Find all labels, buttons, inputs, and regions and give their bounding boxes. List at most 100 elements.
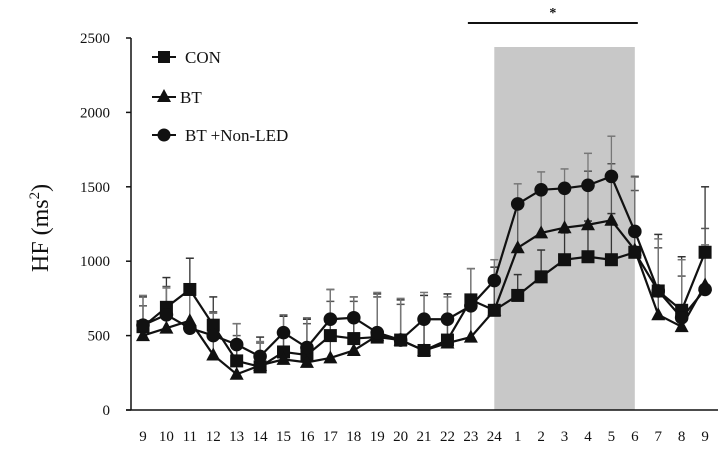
data-point-triangle	[159, 320, 174, 334]
data-point-square	[206, 318, 220, 332]
legend-label-con: CON	[185, 48, 221, 67]
data-point-triangle	[440, 335, 455, 349]
legend-label-bt-non-led: BT +Non-LED	[185, 126, 288, 145]
data-point-triangle	[487, 302, 502, 316]
data-point-circle	[229, 337, 244, 352]
legend: CON BT BT +Non-LED	[152, 48, 288, 145]
x-tick-label: 14	[253, 429, 269, 445]
y-axis-label-close: )	[28, 184, 54, 192]
x-tick-label: 2	[537, 429, 545, 445]
data-point-circle	[346, 310, 361, 325]
significance-asterisk: *	[549, 6, 556, 21]
data-point-circle	[698, 282, 712, 297]
data-point-circle	[417, 312, 431, 327]
y-axis-label-main: HF (ms	[28, 199, 54, 272]
data-point-square	[323, 329, 337, 343]
data-point-circle	[370, 325, 385, 340]
x-tick-label: 3	[561, 429, 569, 445]
y-tick-label: 2000	[80, 105, 110, 121]
x-tick-label: 15	[276, 429, 291, 445]
legend-item-con: CON	[152, 48, 221, 67]
data-point-triangle	[276, 351, 291, 365]
x-tick-label: 19	[370, 429, 385, 445]
error-bars	[139, 135, 710, 375]
y-tick-label: 2500	[80, 31, 110, 47]
data-point-circle	[487, 273, 502, 288]
data-point-triangle	[604, 212, 619, 226]
x-tick-label: 6	[631, 429, 639, 445]
x-tick-label: 16	[299, 429, 315, 445]
y-tick-label: 1500	[80, 180, 110, 196]
data-point-square	[347, 332, 361, 346]
x-tick-label: 24	[487, 429, 503, 445]
data-point-triangle	[651, 307, 666, 321]
x-tick-label: 17	[323, 429, 339, 445]
data-point-triangle	[206, 347, 221, 361]
data-point-triangle	[463, 329, 478, 343]
data-point-square	[534, 270, 548, 284]
x-tick-label: 10	[159, 429, 174, 445]
data-point-triangle	[136, 328, 150, 342]
data-point-square	[604, 253, 618, 267]
data-point-circle	[628, 224, 642, 239]
data-point-circle	[581, 178, 595, 193]
data-point-triangle	[510, 240, 525, 254]
data-point-square	[183, 282, 197, 296]
y-tick-label: 1000	[80, 254, 110, 270]
x-tick-label: 20	[393, 429, 408, 445]
data-point-circle	[674, 310, 689, 325]
data-point-triangle	[674, 319, 689, 333]
data-point-circle	[159, 307, 174, 322]
x-tick-label: 9	[701, 429, 709, 445]
data-point-circle	[183, 321, 197, 335]
data-point-triangle	[534, 225, 549, 239]
data-point-circle	[651, 284, 666, 298]
data-point-circle	[276, 325, 291, 340]
y-axis-label-superscript: 2	[27, 192, 43, 200]
significance-bar: *	[467, 6, 638, 24]
data-point-circle	[300, 340, 314, 355]
x-tick-label: 5	[608, 429, 616, 445]
data-point-circle	[604, 169, 619, 184]
y-tick-label: 500	[88, 329, 111, 345]
axes	[126, 38, 718, 411]
y-tick-label: 0	[103, 403, 111, 419]
data-point-circle	[393, 333, 408, 347]
data-point-square	[698, 245, 712, 259]
legend-square-marker-icon	[158, 51, 170, 63]
data-point-square	[581, 250, 595, 264]
x-tick-label: 4	[584, 429, 592, 445]
data-point-triangle	[253, 357, 268, 371]
legend-label-bt: BT	[180, 88, 202, 107]
data-point-circle	[253, 349, 267, 364]
data-point-circle	[136, 318, 150, 332]
data-point-circle	[206, 328, 221, 343]
x-tick-label: 11	[183, 429, 197, 445]
x-tick-label: 18	[346, 429, 361, 445]
y-ticks: 0 500 1000 1500 2000 2500	[80, 31, 131, 419]
x-tick-label: 23	[463, 429, 478, 445]
x-tick-label: 12	[206, 429, 221, 445]
series-markers	[136, 169, 713, 380]
x-tick-label: 8	[678, 429, 686, 445]
data-point-circle	[464, 299, 478, 313]
x-tick-label: 9	[139, 429, 147, 445]
data-point-circle	[510, 197, 525, 211]
x-ticks: 9 10 11 12 13 14 15 16 17 18 19 20 21 22 23 24 1 2 3 4 5 6 7 8 9	[139, 429, 709, 445]
data-point-square	[511, 288, 525, 302]
legend-circle-marker-icon	[157, 128, 171, 142]
data-point-triangle	[580, 217, 595, 231]
data-point-triangle	[323, 350, 338, 364]
legend-item-bt: BT	[152, 88, 202, 107]
data-point-triangle	[417, 342, 432, 356]
data-point-circle	[440, 312, 455, 327]
x-tick-label: 1	[514, 429, 522, 445]
data-point-square	[230, 354, 244, 368]
data-point-triangle	[627, 242, 642, 256]
legend-item-bt-non-led: BT +Non-LED	[152, 126, 288, 145]
x-tick-label: 13	[229, 429, 244, 445]
data-point-circle	[534, 182, 548, 197]
legend-triangle-marker-icon	[157, 89, 171, 102]
data-point-square	[558, 253, 572, 267]
data-point-circle	[557, 181, 572, 196]
